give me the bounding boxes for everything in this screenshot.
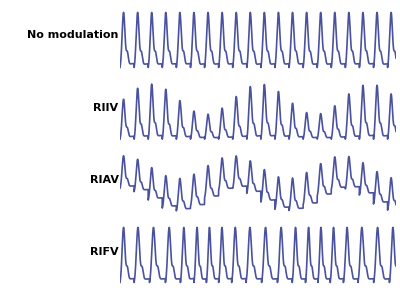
Text: RIFV: RIFV xyxy=(90,246,119,257)
Text: RIIV: RIIV xyxy=(94,103,119,113)
Text: No modulation: No modulation xyxy=(27,29,119,39)
Text: RIAV: RIAV xyxy=(90,175,119,185)
